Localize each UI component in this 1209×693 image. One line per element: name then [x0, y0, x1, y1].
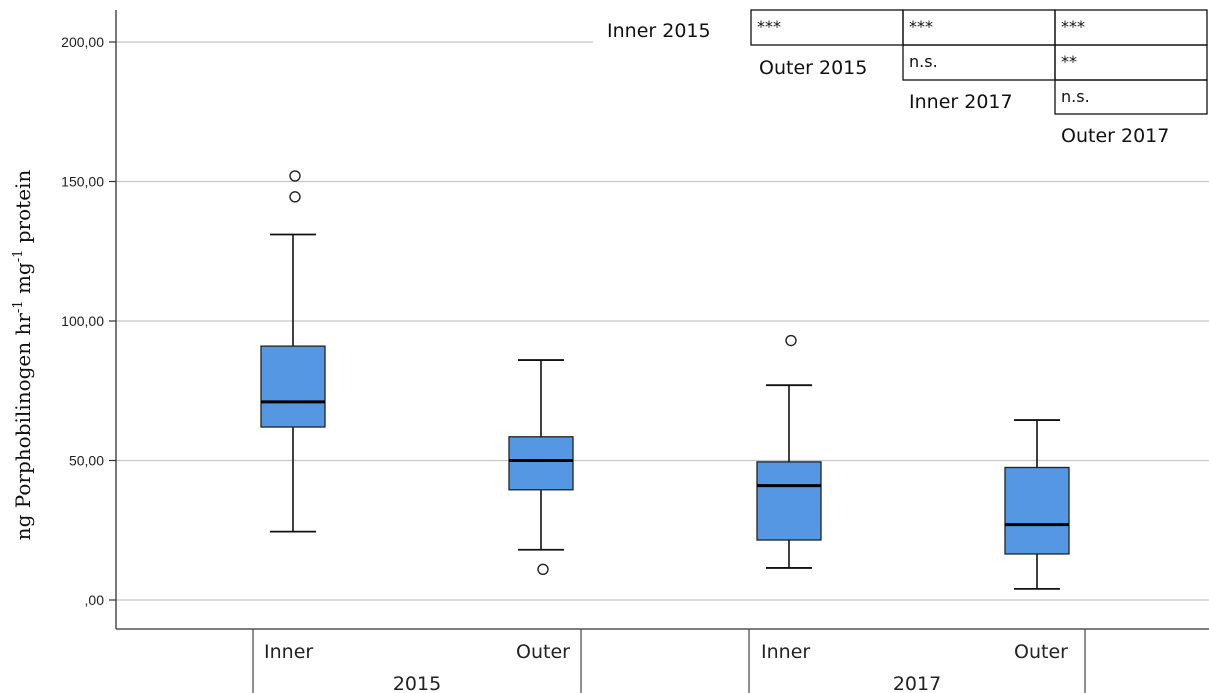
iqr-box	[756, 461, 822, 541]
y-axis-label-sup2: -1	[11, 250, 26, 263]
y-axis-label-mid: mg	[11, 262, 35, 300]
group-label: 2015	[393, 673, 441, 693]
sig-row-label: Inner 2015	[607, 20, 711, 42]
outlier-point	[289, 191, 301, 203]
y-axis-label-main: ng Porphobilinogen hr	[11, 313, 35, 541]
y-tick-label: ,00	[85, 592, 105, 608]
boxes	[260, 170, 1070, 590]
y-axis-label: ng Porphobilinogen hr-1 mg-1 protein	[11, 170, 35, 541]
y-axis-ticks: ,00 50,00 100,00 150,00 200,00	[61, 34, 116, 608]
sig-cell-box	[1054, 79, 1208, 115]
sig-row-label: Inner 2017	[909, 91, 1013, 113]
sig-cell-value: ***	[1061, 17, 1085, 36]
iqr-box	[1004, 466, 1070, 555]
y-tick-label: 100,00	[61, 313, 104, 329]
box-2015-inner	[260, 170, 326, 533]
sig-cell-value: n.s.	[1061, 87, 1090, 106]
category-label: Outer	[1014, 641, 1068, 663]
y-axis-label-sup1: -1	[11, 300, 26, 313]
axes	[115, 10, 1209, 630]
outlier-point	[289, 170, 301, 182]
category-label: Inner	[761, 641, 810, 663]
y-tick-label: 200,00	[61, 34, 104, 50]
gridlines	[116, 41, 1209, 601]
sig-cell-box	[1054, 44, 1208, 81]
sig-cell-value: ***	[757, 17, 781, 36]
box-2017-outer	[1004, 419, 1070, 590]
sig-row-label: Outer 2017	[1061, 125, 1169, 147]
sig-row-label: Outer 2015	[759, 57, 867, 79]
box-2015-outer	[508, 359, 574, 576]
significance-table: Inner 2015 *** *** *** n.s. ** n.s. Outer 2015 I…	[607, 9, 1208, 147]
y-axis-label-end: protein	[11, 170, 35, 250]
category-label: Inner	[264, 641, 313, 663]
iqr-box	[508, 436, 574, 491]
iqr-box	[260, 345, 326, 428]
group-label: 2017	[893, 673, 941, 693]
sig-cell-value: **	[1061, 52, 1077, 71]
outlier-point	[537, 563, 549, 576]
y-tick-label: 50,00	[69, 453, 104, 469]
y-tick-label: 150,00	[61, 174, 104, 190]
outlier-point	[785, 334, 797, 347]
sig-cell-value: ***	[909, 17, 933, 36]
sig-cell-value: n.s.	[909, 52, 938, 71]
category-label: Outer	[516, 641, 570, 663]
box-2017-inner	[756, 334, 822, 569]
x-axis-categories: Inner Outer 2015 Inner Outer 2017	[252, 629, 1086, 693]
